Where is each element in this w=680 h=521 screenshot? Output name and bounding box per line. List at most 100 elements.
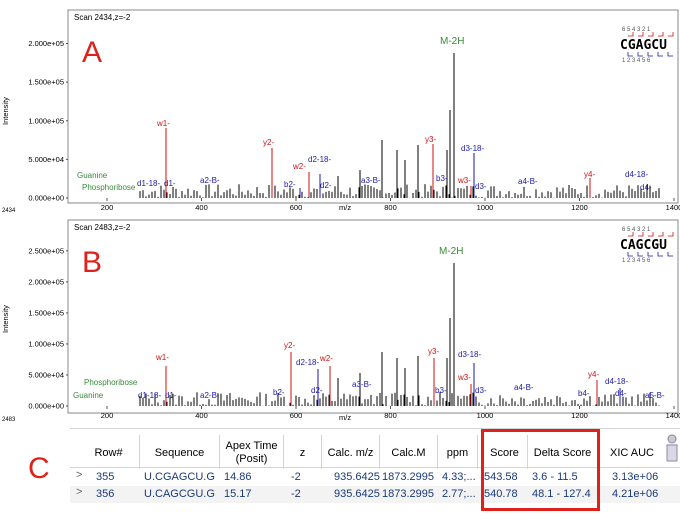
y-tick-label: 0.000e+00: [28, 402, 64, 411]
scan-label-b: Scan 2483,z=-2: [74, 223, 131, 232]
column-chooser-icon[interactable]: [664, 431, 680, 467]
col-calc-m[interactable]: Calc.M: [380, 435, 438, 471]
ion-d4-b: d4-: [615, 389, 627, 398]
ion-y3-b: y3-: [428, 347, 439, 356]
ion-b2-a: b2-: [284, 180, 296, 189]
cell-calc-m: 1873.2995: [382, 471, 434, 483]
ion-y3-a: y3-: [425, 135, 436, 144]
ticks-b: 2.500e+05 2.000e+05 1.500e+05 1.000e+05 5.00…: [28, 246, 680, 420]
footer-scan-a: 2434: [2, 208, 16, 214]
sequence-bracket-bottom-a: [627, 52, 673, 57]
col-calc-mz[interactable]: Calc. m/z: [322, 435, 380, 471]
spectrum-panel-a: Scan 2434,z=-2 Intensity 2.000e+05 1.500e…: [0, 0, 680, 215]
ion-a4b-a: a4-B-: [518, 177, 538, 186]
cell-ppm: 4.33;...: [442, 471, 476, 483]
y-tick-label: 2.500e+05: [28, 246, 64, 255]
cell-xic-auc: 4.21e+06: [612, 488, 659, 500]
cell-apex: 15.17: [224, 488, 252, 500]
x-tick-label: 600: [290, 203, 303, 212]
ion-y2-a: y2-: [263, 138, 274, 147]
cell-z: -2: [291, 488, 301, 500]
plot-frame-b: [67, 219, 679, 414]
x-tick-label: 1200: [571, 411, 588, 420]
x-tick-label: 400: [195, 203, 208, 212]
guanine-label-b: Guanine: [73, 391, 104, 400]
panel-letter-b: B: [82, 246, 103, 279]
x-tick-label: 1200: [571, 203, 588, 212]
expand-row-icon[interactable]: >: [76, 486, 83, 498]
cell-score: 543.58: [484, 471, 518, 483]
expand-row-icon[interactable]: >: [76, 469, 83, 481]
y-tick-label: 5.000e+04: [28, 370, 64, 379]
x-tick-label: 800: [384, 411, 397, 420]
ion-y4-b: y4-: [588, 370, 599, 379]
ion-w1-a: w1-: [156, 119, 170, 128]
ion-d1-18-b: d1-18-: [138, 391, 161, 400]
table-row[interactable]: > 356 U.CAGCGU.G 15.17 -2 935.6425 1873.…: [70, 486, 680, 503]
cell-sequence: U.CGAGCU.G: [144, 471, 215, 483]
ticks-a: 2.000e+05 1.500e+05 1.000e+05 5.000e+04 0.00…: [28, 39, 680, 212]
sequence-top-numbers-b: 6 5 4 3 2 1: [622, 227, 651, 233]
ion-d4-18-a: d4-18-: [625, 170, 648, 179]
sequence-bracket-top-a: [628, 32, 674, 37]
cell-calc-mz: 935.6425: [334, 471, 380, 483]
ion-w1-b: w1-: [155, 353, 169, 362]
ion-w2-a: w2-: [292, 162, 306, 171]
phosphoribose-label-b: Phosphoribose: [84, 378, 138, 387]
cell-xic-auc: 3.13e+06: [612, 471, 659, 483]
ion-d1-a: d1-: [164, 179, 176, 188]
table-row[interactable]: > 355 U.CGAGCU.G 14.86 -2 935.6425 1873.…: [70, 469, 680, 486]
ion-w3-a: w3-: [457, 176, 471, 185]
col-sequence[interactable]: Sequence: [140, 435, 220, 471]
x-tick-label: 200: [101, 203, 114, 212]
ion-y2-b: y2-: [284, 341, 295, 350]
cell-row: 355: [96, 471, 115, 483]
ion-d2-b: d2-: [311, 386, 323, 395]
col-apex-time[interactable]: Apex Time (Posit): [220, 435, 284, 471]
x-tick-label: 1400: [666, 203, 680, 212]
sequence-diagram-b: 6 5 4 3 2 1 CAGCGU 1 2 3 4 5 6: [620, 227, 674, 264]
phosphoribose-label-a: Phosphoribose: [82, 183, 136, 192]
col-score[interactable]: Score: [482, 435, 528, 471]
sequence-bracket-bottom-b: [627, 252, 673, 257]
table-header: Row# Sequence Apex Time (Posit) z Calc. …: [70, 428, 680, 471]
ion-d3-18-b: d3-18-: [458, 350, 481, 359]
ion-d1-b: d1-: [165, 391, 177, 400]
plot-frame-a: [67, 9, 679, 204]
y-tick-label: 1.500e+05: [28, 78, 64, 87]
x-tick-label: 600: [290, 411, 303, 420]
cell-calc-m: 1873.2995: [382, 488, 434, 500]
col-row-num[interactable]: Row#: [78, 435, 140, 471]
cell-score: 540.78: [484, 488, 518, 500]
peaks-b: [139, 263, 660, 406]
ion-b4-b: b4-: [578, 389, 590, 398]
col-ppm[interactable]: ppm: [438, 435, 478, 471]
ion-b3-b: b3-: [435, 386, 447, 395]
ion-y4-a: y4-: [584, 170, 595, 179]
cell-ppm: 2.77;...: [442, 488, 476, 500]
panel-letter-a: A: [82, 36, 103, 69]
ion-d2-18-a: d2-18-: [308, 155, 331, 164]
col-xic-auc[interactable]: XIC AUC: [609, 446, 654, 459]
y-tick-label: 5.000e+04: [28, 155, 64, 164]
results-table: C Row# Sequence Apex Time (Posit) z Calc…: [0, 424, 680, 521]
cell-sequence: U.CAGCGU.G: [144, 488, 215, 500]
ion-a5b-b: a5-B-: [645, 391, 665, 400]
peaks-a: [139, 53, 660, 198]
ion-d3-a: d3-: [475, 182, 487, 191]
footer-scan-b: 2483: [2, 417, 16, 423]
y-tick-label: 0.000e+00: [28, 194, 64, 203]
y-tick-label: 2.000e+05: [28, 39, 64, 48]
col-z[interactable]: z: [284, 435, 322, 471]
y-tick-label: 1.000e+05: [28, 116, 64, 125]
cell-calc-mz: 935.6425: [334, 488, 380, 500]
ion-a2b-a: a2-B-: [200, 176, 220, 185]
highlight-box-score: [481, 429, 600, 511]
x-tick-label: 1000: [477, 203, 494, 212]
ion-a4b-b: a4-B-: [514, 383, 534, 392]
sequence-main-b: CAGCGU: [620, 238, 667, 253]
x-tick-label: 1400: [666, 411, 680, 420]
ion-d4-a: d4-: [640, 183, 652, 192]
y-tick-label: 1.500e+05: [28, 308, 64, 317]
